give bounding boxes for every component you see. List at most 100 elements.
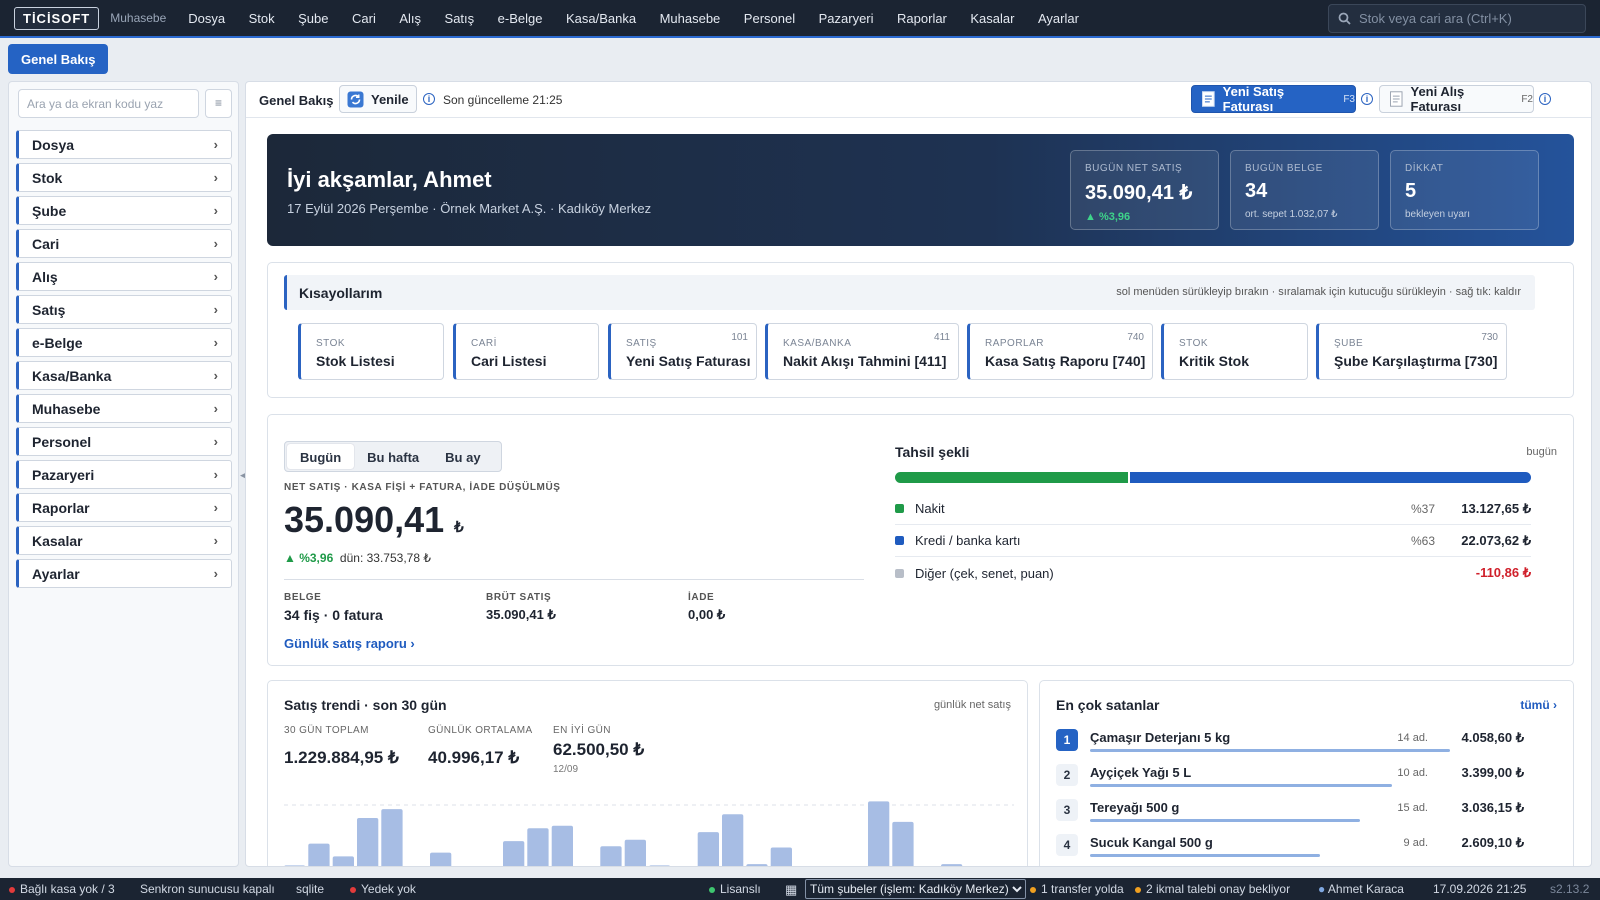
sidebar-item-pazaryeri[interactable]: Pazaryeri › [16,460,232,489]
sidebar-item-satis[interactable]: Satış › [16,295,232,324]
menu-kasa-banka[interactable]: Kasa/Banka [565,10,637,26]
kpi-net-sales[interactable]: BUGÜN NET SATIŞ 35.090,41 ₺ ▲ %3,96 [1070,150,1219,230]
status-sync[interactable]: Senkron sunucusu kapalı [140,882,275,896]
sidebar-item-cari[interactable]: Cari › [16,229,232,258]
trend-bar[interactable] [308,843,330,867]
kpi-documents[interactable]: BUGÜN BELGE 34 ort. sepet 1.032,07 ₺ [1230,150,1379,230]
shortcut-nakit-akisi[interactable]: 411 KASA/BANKA Nakit Akışı Tahmini [411] [765,323,959,380]
new-purchase-invoice-button[interactable]: Yeni Alış Faturası F2 [1379,84,1534,114]
shortcut-cari-listesi[interactable]: CARİ Cari Listesi [453,323,599,380]
trend-bar[interactable] [527,828,549,867]
trend-bar[interactable] [722,814,744,867]
rank-badge: 2 [1056,764,1078,786]
trend-bar[interactable] [892,821,914,867]
sidebar-item-personel[interactable]: Personel › [16,427,232,456]
daily-sales-report-link[interactable]: Günlük satış raporu › [284,636,415,651]
filter-menu-icon[interactable]: ≡ [205,89,232,118]
net-sales-value: 35.090,41 [284,499,445,540]
trend-bar[interactable] [381,809,403,867]
trend-bar[interactable] [941,864,963,867]
trend-bar[interactable] [430,852,452,867]
sidebar-item-kasa-banka[interactable]: Kasa/Banka › [16,361,232,390]
refresh-button[interactable]: Yenile [339,85,417,113]
menu-kasalar[interactable]: Kasalar [970,10,1015,26]
sidebar-item-dosya[interactable]: Dosya › [16,130,232,159]
menu-ebelge[interactable]: e-Belge [497,10,543,26]
menu-cari[interactable]: Cari [352,10,376,26]
sidebar-item-ayarlar[interactable]: Ayarlar › [16,559,232,588]
shortcut-stok-listesi[interactable]: STOK Stok Listesi [298,323,444,380]
sidebar-item-label: Stok [32,169,63,186]
trend-bar[interactable] [600,846,622,867]
trend-bar[interactable] [624,839,646,867]
kpi-note: bekleyen uyarı [1405,209,1471,220]
trend-bar[interactable] [746,864,768,867]
menu-pazaryeri[interactable]: Pazaryeri [818,10,874,26]
collapse-sidebar-icon[interactable]: ◀ [240,470,247,480]
trend-bar[interactable] [503,841,525,867]
trend-bar[interactable] [357,818,379,867]
tab-genel-bakis[interactable]: Genel Bakış [8,44,109,74]
menu-muhasebe[interactable]: Muhasebe [659,10,721,26]
info-icon[interactable]: i [423,93,435,105]
tab-bu-ay[interactable]: Bu ay [445,450,481,465]
sidebar-item-muhasebe[interactable]: Muhasebe › [16,394,232,423]
trend-bar[interactable] [332,856,354,867]
shortcut-yeni-satis-faturasi[interactable]: 101 SATIŞ Yeni Satış Faturası [608,323,757,380]
sidebar-item-ebelge[interactable]: e-Belge › [16,328,232,357]
menu-sube[interactable]: Şube [298,10,329,26]
menu-ayarlar[interactable]: Ayarlar [1037,10,1079,26]
status-transfer[interactable]: 1 transfer yolda [1030,882,1124,896]
top-seller-row[interactable]: 4 Sucuk Kangal 500 g 9 ad. 2.609,10 ₺ [1056,831,1524,865]
kpi-warnings[interactable]: DİKKAT 5 bekleyen uyarı [1390,150,1539,230]
menu-satis[interactable]: Satış [444,10,475,26]
search-input[interactable] [1359,11,1569,26]
top-seller-row[interactable]: 3 Tereyağı 500 g 15 ad. 3.036,15 ₺ [1056,796,1524,830]
menu-raporlar[interactable]: Raporlar [897,10,947,26]
trend-bar[interactable] [697,832,719,867]
menu-stok[interactable]: Stok [248,10,275,26]
status-kasa[interactable]: Bağlı kasa yok / 3 [9,882,115,896]
greeting: İyi akşamlar, Ahmet [287,167,492,192]
new-sale-invoice-button[interactable]: Yeni Satış Faturası F3 [1191,84,1356,114]
divider [284,579,864,580]
sidebar-filter-input[interactable] [18,89,199,118]
menu-personel[interactable]: Personel [743,10,796,26]
card-segment [1130,472,1531,483]
trend-bar[interactable] [551,825,573,867]
menu-alis[interactable]: Alış [399,10,422,26]
tab-bugun[interactable]: Bugün [287,444,355,469]
kpi-label: DİKKAT [1405,163,1444,174]
shortcut-code: 411 [934,332,950,343]
global-search[interactable] [1328,4,1586,33]
main-menu: Dosya Stok Şube Cari Alış Satış e-Belge … [188,11,1102,26]
sidebar-item-sube[interactable]: Şube › [16,196,232,225]
sidebar-item-stok[interactable]: Stok › [16,163,232,192]
top-seller-row[interactable]: 2 Ayçiçek Yağı 5 L 10 ad. 3.399,00 ₺ [1056,761,1524,795]
sidebar-item-raporlar[interactable]: Raporlar › [16,493,232,522]
shortcut-sube-karsilastirma[interactable]: 730 ŞUBE Şube Karşılaştırma [730] [1316,323,1507,380]
status-backup[interactable]: Yedek yok [350,882,416,896]
shortcut-kritik-stok[interactable]: STOK Kritik Stok [1161,323,1308,380]
info-icon[interactable]: i [1539,93,1551,105]
sidebar-item-alis[interactable]: Alış › [16,262,232,291]
view-all-link[interactable]: tümü › [1520,698,1557,712]
trend-bar[interactable] [649,865,670,867]
stat-belge: BELGE 34 fiş · 0 fatura [284,592,383,623]
user-icon: ● [1318,882,1326,896]
branch-select[interactable]: Tüm şubeler (işlem: Kadıköy Merkez) [805,879,1026,899]
menu-dosya[interactable]: Dosya [188,10,226,26]
trend-bar[interactable] [770,847,792,868]
app-logo[interactable]: TİCİSOFT [14,6,100,30]
trend-bar[interactable] [868,801,890,867]
top-seller-row[interactable]: 1 Çamaşır Deterjanı 5 kg 14 ad. 4.058,60 ₺ [1056,726,1524,760]
payment-method: Diğer (çek, senet, puan) [915,565,1054,581]
trend-bar[interactable] [284,865,305,867]
status-supply[interactable]: 2 ikmal talebi onay bekliyor [1135,882,1290,896]
status-user[interactable]: ● Ahmet Karaca [1318,882,1404,896]
tab-bu-hafta[interactable]: Bu hafta [367,450,420,465]
shortcut-kasa-satis-raporu[interactable]: 740 RAPORLAR Kasa Satış Raporu [740] [967,323,1153,380]
shortcut-name: Nakit Akışı Tahmini [411] [783,353,947,369]
info-icon[interactable]: i [1361,93,1373,105]
sidebar-item-kasalar[interactable]: Kasalar › [16,526,232,555]
